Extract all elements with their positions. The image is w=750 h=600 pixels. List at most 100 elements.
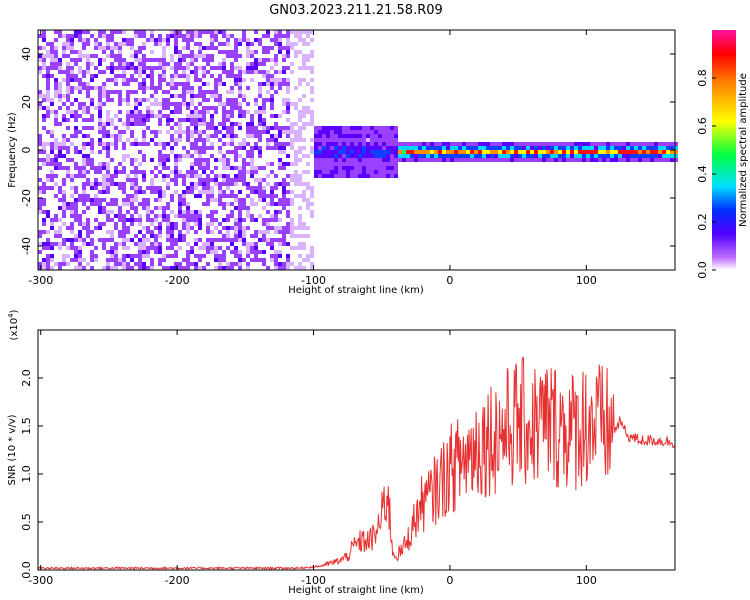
spectrogram-cell [262, 194, 266, 198]
spectrogram-cell [226, 126, 230, 130]
spectrogram-cell [618, 142, 622, 146]
spectrogram-cell [122, 254, 126, 258]
spectrogram-cell [338, 138, 342, 142]
spectrogram-cell [330, 170, 334, 174]
spectrogram-cell [262, 222, 266, 226]
spectrogram-cell [206, 90, 210, 94]
spectrogram-cell [298, 78, 302, 82]
spectrogram-cell [310, 30, 314, 34]
spectrogram-cell [82, 238, 86, 242]
spectrogram-cell [622, 158, 626, 162]
spectrogram-cell [38, 178, 42, 182]
spectrogram-cell [50, 258, 54, 262]
spectrogram-cell [126, 174, 130, 178]
spectrogram-cell [182, 46, 186, 50]
spectrogram-cell [158, 154, 162, 158]
spectrogram-cell [138, 86, 142, 90]
spectrogram-cell [510, 142, 514, 146]
spectrogram-cell [82, 42, 86, 46]
spectrogram-cell [122, 78, 126, 82]
spectrogram-cell [210, 170, 214, 174]
spectrogram-cell [350, 174, 354, 178]
spectrogram-cell [190, 214, 194, 218]
spectrogram-cell [122, 214, 126, 218]
spectrogram-cell [642, 142, 646, 146]
spectrogram-cell [246, 194, 250, 198]
spectrogram-cell [262, 58, 266, 62]
spectrogram-cell [634, 150, 638, 154]
spectrogram-cell [246, 154, 250, 158]
spectrogram-cell [230, 194, 234, 198]
spectrogram-cell [322, 154, 326, 158]
spectrogram-cell [242, 146, 246, 150]
spectrogram-cell [234, 174, 238, 178]
spectrogram-cell [354, 170, 358, 174]
spectrogram-cell [42, 62, 46, 66]
spectrogram-cell [406, 158, 410, 162]
spectrogram-cell [226, 262, 230, 266]
spectrogram-cell [242, 158, 246, 162]
spectrogram-cell [46, 178, 50, 182]
spectrogram-cell [162, 214, 166, 218]
spectrogram-cell [350, 126, 354, 130]
spectrogram-cell [74, 150, 78, 154]
spectrogram-cell [266, 98, 270, 102]
spectrogram-cell [222, 114, 226, 118]
spectrogram-cell [354, 130, 358, 134]
spectrogram-cell [258, 166, 262, 170]
spectrogram-cell [218, 238, 222, 242]
spectrogram-cell [206, 30, 210, 34]
spectrogram-cell [118, 42, 122, 46]
spectrogram-cell [202, 182, 206, 186]
spectrogram-cell [294, 158, 298, 162]
spectrogram-cell [318, 166, 322, 170]
spectrogram-cell [482, 146, 486, 150]
spectrogram-cell [510, 146, 514, 150]
spectrogram-cell [166, 166, 170, 170]
spectrogram-cell [182, 86, 186, 90]
spectrogram-cell [310, 78, 314, 82]
spectrogram-cell [222, 154, 226, 158]
spectrogram-cell [70, 202, 74, 206]
spectrogram-cell [186, 30, 190, 34]
spectrogram-cell [514, 154, 518, 158]
spectrogram-cell [238, 146, 242, 150]
spectrogram-cell [238, 226, 242, 230]
spectrogram-cell [378, 154, 382, 158]
spectrogram-cell [218, 94, 222, 98]
spectrogram-cell [258, 250, 262, 254]
spectrogram-cell [102, 122, 106, 126]
spectrogram-cell [434, 150, 438, 154]
spectrogram-cell [278, 126, 282, 130]
spectrogram-cell [78, 198, 82, 202]
spectrogram-cell [206, 174, 210, 178]
spectrogram-cell [338, 154, 342, 158]
spectrogram-cell [450, 146, 454, 150]
spectrogram-cell [266, 242, 270, 246]
spectrogram-cell [226, 150, 230, 154]
spectrogram-cell [342, 146, 346, 150]
spectrogram-cell [126, 102, 130, 106]
spectrogram-cell [214, 266, 218, 270]
spectrogram-cell [42, 190, 46, 194]
spectrogram-cell [290, 30, 294, 34]
spectrogram-cell [102, 162, 106, 166]
spectrogram-cell [62, 222, 66, 226]
spectrogram-cell [242, 98, 246, 102]
spectrogram-cell [190, 250, 194, 254]
spectrogram-cell [154, 190, 158, 194]
spectrogram-cell [46, 154, 50, 158]
spectrogram-cell [230, 138, 234, 142]
spectrogram-cell [74, 118, 78, 122]
spectrogram-cell [630, 150, 634, 154]
spectrogram-cell [190, 166, 194, 170]
spectrogram-cell [78, 102, 82, 106]
spectrogram-cell [610, 158, 614, 162]
spectrogram-cell [58, 98, 62, 102]
spectrogram-cell [634, 142, 638, 146]
spectrogram-cell [450, 158, 454, 162]
spectrogram-cell [250, 70, 254, 74]
spectrogram-cell [258, 258, 262, 262]
spectrogram-cell [486, 150, 490, 154]
spectrogram-cell [150, 158, 154, 162]
